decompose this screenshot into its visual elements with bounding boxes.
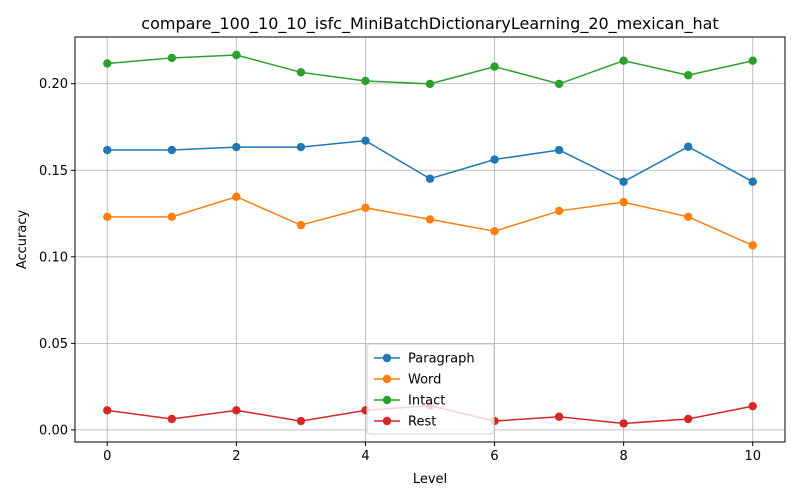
data-point-word	[490, 226, 499, 236]
data-point-paragraph	[425, 174, 435, 183]
data-point-paragraph	[361, 136, 370, 145]
data-point-word	[425, 215, 435, 224]
x-axis-label: Level	[413, 472, 447, 487]
y-tick-label: 0.20	[39, 77, 68, 92]
data-point-intact	[296, 68, 306, 77]
y-tick-label: 0.00	[39, 423, 68, 438]
x-tick-label: 6	[490, 449, 498, 464]
data-point-intact	[619, 56, 628, 65]
data-point-rest	[748, 401, 757, 411]
data-point-paragraph	[490, 155, 499, 164]
data-point-intact	[361, 76, 370, 86]
data-point-rest	[103, 406, 112, 415]
data-point-rest	[619, 419, 628, 428]
legend-marker-intact	[382, 395, 392, 405]
y-axis-label: Accuracy	[15, 210, 30, 270]
y-tick-label: 0.05	[39, 337, 68, 352]
legend-label-paragraph: Paragraph	[408, 352, 475, 367]
data-point-intact	[748, 56, 757, 65]
x-tick-label: 2	[232, 449, 240, 464]
data-point-intact	[232, 50, 241, 60]
data-point-intact	[425, 79, 435, 89]
y-tick-label: 0.15	[39, 164, 68, 179]
data-point-paragraph	[232, 142, 241, 152]
data-point-intact	[490, 62, 499, 71]
data-point-intact	[554, 79, 564, 89]
x-tick-label: 8	[619, 449, 627, 464]
data-point-paragraph	[683, 142, 693, 151]
data-point-paragraph	[103, 145, 112, 155]
legend-label-rest: Rest	[408, 415, 436, 430]
data-point-rest	[232, 406, 241, 415]
series-word	[103, 192, 757, 250]
data-point-word	[232, 192, 241, 201]
data-point-word	[361, 203, 370, 213]
legend-item-intact: Intact	[374, 394, 445, 409]
chart-title: compare_100_10_10_isfc_MiniBatchDictiona…	[141, 14, 718, 34]
data-point-paragraph	[296, 142, 306, 152]
legend-marker-paragraph	[382, 353, 392, 363]
data-point-paragraph	[554, 145, 564, 155]
y-tick-label: 0.10	[39, 250, 68, 265]
data-point-rest	[683, 414, 693, 424]
legend-marker-rest	[382, 416, 392, 426]
data-point-word	[619, 197, 628, 207]
series-paragraph	[103, 136, 757, 186]
x-tick-label: 10	[744, 449, 761, 464]
data-point-word	[748, 241, 757, 250]
ticks: 0 2 4 6 8 10 0.00 0.05 0.10 0.15 0.20	[39, 77, 761, 464]
data-point-intact	[167, 53, 177, 63]
data-point-word	[683, 212, 693, 222]
data-point-rest	[296, 416, 306, 426]
legend-marker-word	[382, 374, 392, 384]
plot-frame	[74, 36, 786, 443]
legend-item-word: Word	[374, 373, 441, 388]
legend-item-paragraph: Paragraph	[374, 352, 475, 367]
data-point-word	[103, 212, 112, 222]
legend-label-intact: Intact	[408, 394, 445, 409]
data-point-intact	[103, 59, 112, 68]
data-point-paragraph	[748, 177, 757, 186]
data-point-paragraph	[167, 145, 177, 155]
legend: Paragraph Word Intact Rest	[366, 343, 495, 435]
data-point-word	[296, 220, 306, 230]
data-point-word	[167, 212, 177, 222]
x-tick-label: 4	[361, 449, 369, 464]
legend-label-word: Word	[408, 373, 441, 388]
data-point-paragraph	[619, 177, 628, 186]
legend-item-rest: Rest	[374, 415, 436, 430]
legend-box	[366, 343, 495, 435]
data-point-rest	[554, 412, 564, 421]
data-point-rest	[167, 414, 177, 424]
data-point-word	[554, 206, 564, 216]
x-tick-label: 0	[103, 449, 111, 464]
data-point-intact	[683, 71, 693, 80]
series-intact	[103, 50, 757, 89]
